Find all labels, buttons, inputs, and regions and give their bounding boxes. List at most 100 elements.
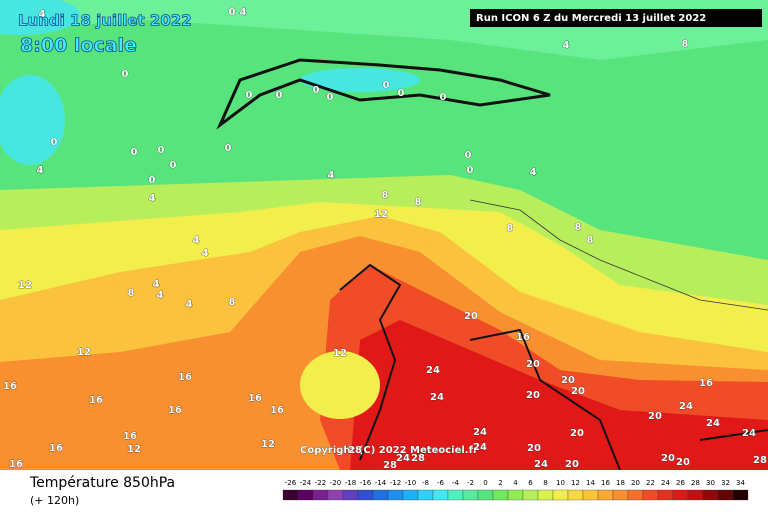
scale-label: 22	[646, 479, 655, 487]
contour-label: 0	[465, 150, 472, 161]
scale-label: 16	[601, 479, 610, 487]
contour-label: 12	[333, 348, 347, 359]
contour-label: 4	[328, 170, 335, 181]
scale-label: 10	[556, 479, 565, 487]
contour-label: 24	[706, 418, 720, 429]
scale-swatch	[402, 489, 419, 501]
scale-swatch	[282, 489, 299, 501]
contour-label: 16	[168, 405, 182, 416]
contour-label: 24	[426, 365, 440, 376]
contour-label: 0	[51, 137, 58, 148]
contour-label: 12	[127, 444, 141, 455]
contour-label: 12	[77, 347, 91, 358]
forecast-time: 8:00 locale	[20, 35, 137, 57]
contour-label: 16	[123, 431, 137, 442]
contour-label: 4	[202, 248, 209, 259]
contour-label: 0	[398, 88, 405, 99]
legend-lead: (+ 120h)	[30, 494, 79, 507]
contour-label: 16	[270, 405, 284, 416]
scale-swatch	[672, 489, 689, 501]
contour-label: 0	[229, 7, 236, 18]
contour-label: 24	[473, 442, 487, 453]
scale-label: 34	[736, 479, 745, 487]
scale-swatch	[462, 489, 479, 501]
contour-label: 0	[440, 92, 447, 103]
scale-swatch	[432, 489, 449, 501]
contour-label: 0	[131, 147, 138, 158]
scale-label: 30	[706, 479, 715, 487]
band-cyan	[300, 68, 420, 92]
scale-label: 14	[586, 479, 595, 487]
contour-label: 24	[534, 459, 548, 470]
scale-label: 12	[571, 479, 580, 487]
contour-label: 16	[699, 378, 713, 389]
scale-label: -4	[452, 479, 460, 487]
scale-label: 26	[676, 479, 685, 487]
contour-label: 8	[587, 235, 594, 246]
contour-label: 16	[178, 372, 192, 383]
contour-label: 0	[158, 145, 165, 156]
contour-label: 24	[430, 392, 444, 403]
scale-swatch	[297, 489, 314, 501]
scale-label: 24	[661, 479, 670, 487]
contour-label: 24	[742, 428, 756, 439]
scale-swatch	[537, 489, 554, 501]
contour-label: 4	[530, 167, 537, 178]
scale-swatch	[717, 489, 734, 501]
scale-swatch	[702, 489, 719, 501]
scale-label: 20	[631, 479, 640, 487]
scale-label: -18	[345, 479, 356, 487]
contour-label: 4	[193, 235, 200, 246]
contour-label: 28	[383, 460, 397, 471]
scale-swatch	[582, 489, 599, 501]
contour-label: 8	[229, 297, 236, 308]
band-cyan	[0, 0, 80, 35]
scale-swatch	[552, 489, 569, 501]
scale-label: 28	[691, 479, 700, 487]
scale-swatch	[342, 489, 359, 501]
contour-label: 20	[464, 311, 478, 322]
contour-label: 0	[225, 143, 232, 154]
contour-label: 12	[261, 439, 275, 450]
scale-label: 32	[721, 479, 730, 487]
scale-label: 6	[528, 479, 533, 487]
scale-swatch	[522, 489, 539, 501]
contour-label: 16	[89, 395, 103, 406]
scale-swatch	[642, 489, 659, 501]
run-box	[470, 9, 762, 27]
contour-label: 28	[411, 453, 425, 464]
contour-label: 4	[37, 165, 44, 176]
contour-label: 20	[526, 359, 540, 370]
contour-label: 0	[149, 175, 156, 186]
copyright: Copyright (C) 2022 Meteociel.fr	[300, 445, 478, 456]
scale-label: -10	[405, 479, 416, 487]
scale-swatch	[612, 489, 629, 501]
scale-swatch	[327, 489, 344, 501]
contour-label: 8	[382, 190, 389, 201]
contour-label: 20	[526, 390, 540, 401]
run-info: Run ICON 6 Z du Mercredi 13 juillet 2022	[476, 13, 706, 24]
contour-label: 20	[676, 457, 690, 468]
contour-label: 4	[39, 9, 46, 20]
scale-label: -24	[300, 479, 312, 487]
scale-label: -16	[360, 479, 372, 487]
scale-label: -12	[390, 479, 401, 487]
coastline	[339, 263, 768, 471]
scale-swatch	[447, 489, 464, 501]
scale-swatch	[657, 489, 674, 501]
band-yellow	[300, 351, 380, 419]
scale-label: -2	[467, 479, 474, 487]
scale-label: -20	[330, 479, 341, 487]
contour-label: 0	[313, 85, 320, 96]
contour-label: 28	[753, 455, 767, 466]
scale-swatch	[357, 489, 374, 501]
scale-swatch	[687, 489, 704, 501]
scale-label: -6	[437, 479, 445, 487]
contour-label: 0	[246, 90, 253, 101]
contour-label: 20	[570, 428, 584, 439]
contour-label: 8	[682, 39, 689, 50]
scale-label: 0	[483, 479, 487, 487]
scale-swatch	[567, 489, 584, 501]
contour-label: 20	[648, 411, 662, 422]
